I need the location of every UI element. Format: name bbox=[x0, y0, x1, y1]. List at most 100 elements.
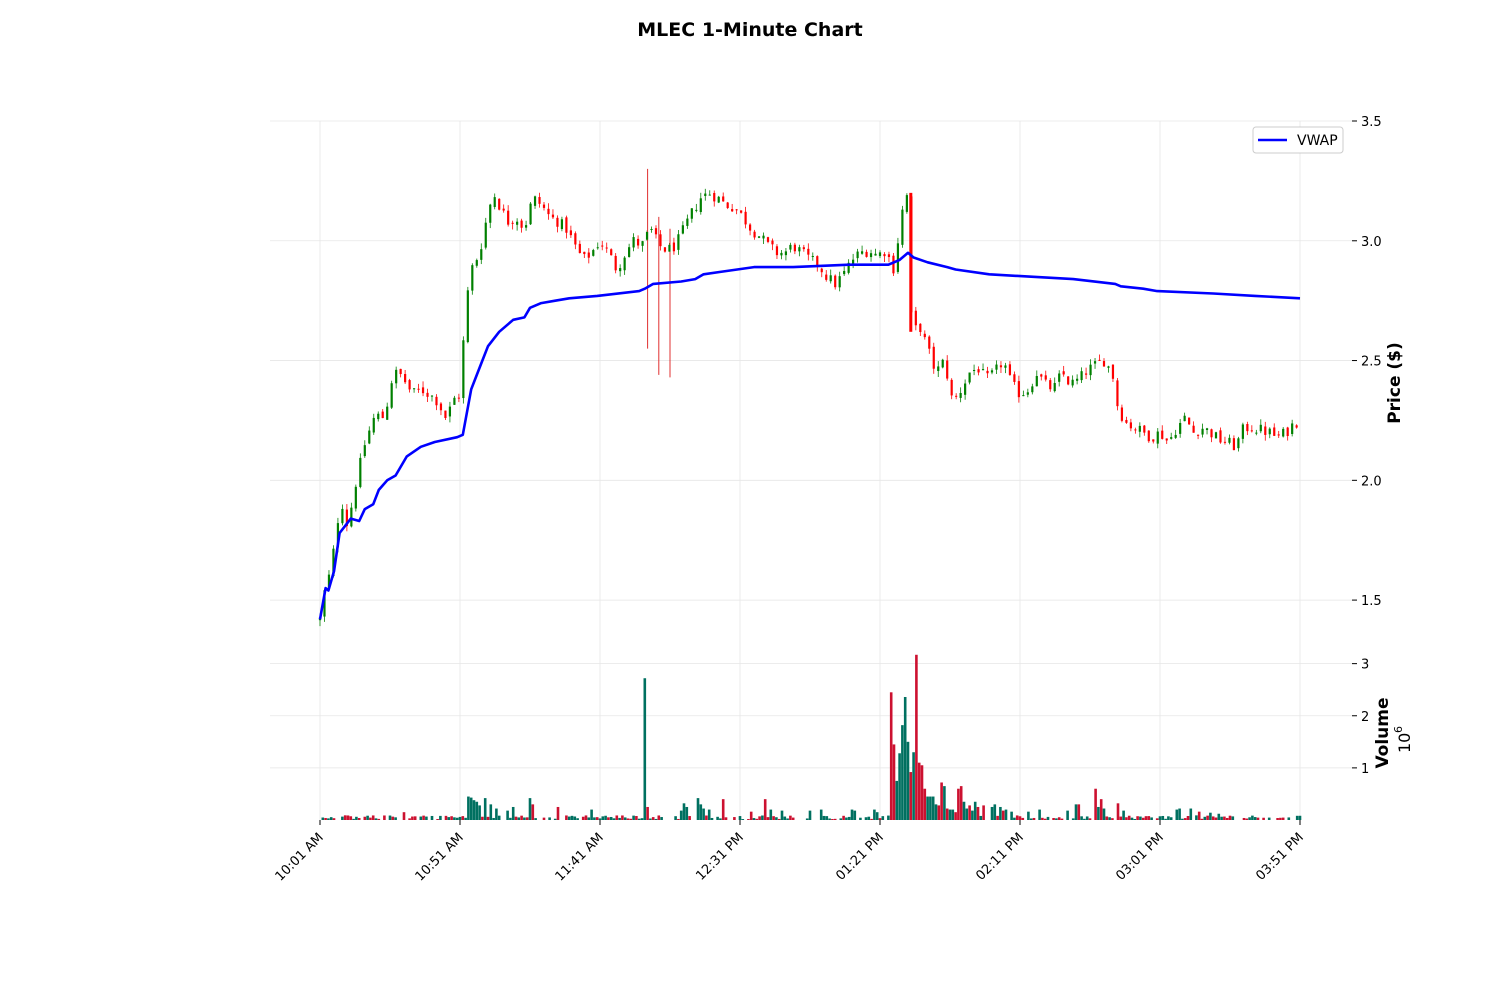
price-candle bbox=[439, 403, 443, 411]
volume-bar bbox=[587, 817, 591, 820]
price-candle bbox=[972, 369, 976, 371]
price-candle bbox=[435, 396, 438, 406]
volume-bar bbox=[867, 816, 871, 820]
volume-bar bbox=[819, 809, 823, 820]
volume-bar bbox=[1057, 817, 1061, 820]
price-candle bbox=[784, 251, 788, 256]
price-candle bbox=[695, 209, 698, 211]
price-candle bbox=[1026, 392, 1029, 395]
price-candle bbox=[516, 221, 519, 225]
price-candle bbox=[462, 340, 465, 399]
volume-bar bbox=[651, 817, 655, 820]
volume-bar bbox=[752, 818, 756, 820]
price-candle bbox=[802, 247, 805, 250]
price-candle bbox=[354, 486, 357, 509]
volume-bar bbox=[1108, 817, 1111, 820]
price-tick-label: 1.5 bbox=[1361, 594, 1382, 609]
legend-box bbox=[1252, 126, 1344, 154]
volume-bar bbox=[419, 816, 423, 820]
volume-bar bbox=[520, 815, 523, 820]
price-candle bbox=[722, 196, 725, 202]
price-candle bbox=[542, 204, 546, 208]
volume-bar bbox=[990, 806, 994, 820]
price-candle bbox=[964, 383, 967, 395]
price-tick-label: 3.5 bbox=[1361, 115, 1382, 130]
volume-bar bbox=[467, 796, 470, 820]
price-drop-candle bbox=[909, 192, 913, 332]
price-candle bbox=[417, 388, 420, 390]
volume-bar bbox=[363, 816, 367, 820]
price-candle bbox=[914, 310, 917, 326]
price-candle bbox=[1049, 380, 1052, 390]
volume-bar bbox=[486, 816, 490, 820]
price-candle bbox=[489, 204, 492, 223]
price-candle bbox=[1022, 395, 1025, 397]
price-candle bbox=[659, 234, 662, 247]
price-candle bbox=[937, 366, 940, 372]
price-candle bbox=[1125, 419, 1128, 423]
price-candle bbox=[740, 210, 743, 213]
volume-bar bbox=[1164, 818, 1167, 820]
volume-bar bbox=[570, 815, 574, 820]
price-candle bbox=[883, 254, 886, 257]
volume-bar bbox=[425, 816, 428, 820]
volume-bar bbox=[747, 819, 750, 820]
price-candle bbox=[959, 392, 962, 398]
volume-bar bbox=[996, 815, 999, 820]
volume-bar bbox=[492, 817, 495, 820]
volume-bar bbox=[548, 817, 551, 820]
price-candle bbox=[457, 397, 460, 399]
price-candle bbox=[1210, 429, 1213, 438]
volume-bar bbox=[749, 811, 753, 820]
price-candle bbox=[686, 218, 689, 226]
volume-bar bbox=[422, 815, 425, 820]
volume-bar bbox=[842, 815, 845, 820]
price-candle bbox=[1111, 364, 1115, 379]
price-wicks bbox=[319, 168, 1298, 627]
volume-bar bbox=[755, 818, 759, 820]
price-candle bbox=[771, 240, 774, 245]
volume-bar bbox=[343, 815, 347, 820]
volume-bar bbox=[822, 815, 826, 820]
volume-bar bbox=[1066, 810, 1069, 820]
price-candle bbox=[628, 247, 631, 257]
volume-bar bbox=[677, 818, 680, 820]
volume-bar bbox=[1276, 818, 1279, 820]
price-candle bbox=[1067, 376, 1070, 385]
volume-bar bbox=[1085, 816, 1089, 820]
volume-bar bbox=[604, 815, 607, 820]
volume-bar bbox=[769, 809, 773, 820]
price-candle bbox=[421, 387, 425, 394]
volume-bar bbox=[965, 808, 969, 820]
volume-bar bbox=[1225, 817, 1229, 820]
price-candle bbox=[498, 198, 501, 210]
price-candle bbox=[1161, 430, 1164, 439]
price-candle bbox=[981, 369, 985, 371]
volume-bar bbox=[355, 816, 358, 820]
price-candle bbox=[641, 241, 644, 246]
volume-bar bbox=[408, 818, 411, 820]
volume-bar bbox=[1001, 810, 1005, 820]
price-candle bbox=[838, 276, 841, 288]
volume-bar bbox=[1223, 816, 1226, 820]
volume-bar bbox=[1211, 816, 1215, 820]
price-candle bbox=[748, 224, 752, 231]
price-candle bbox=[713, 192, 716, 202]
volume-bar bbox=[699, 804, 703, 820]
volume-multiplier-base: 10 bbox=[1395, 733, 1414, 753]
volume-bar bbox=[682, 803, 686, 820]
price-candle bbox=[726, 202, 729, 208]
price-candle bbox=[1152, 439, 1155, 442]
price-candle bbox=[404, 373, 407, 383]
volume-bar bbox=[374, 818, 378, 820]
volume-bar bbox=[329, 817, 333, 820]
price-tick-label: 2.0 bbox=[1361, 474, 1382, 489]
volume-bar bbox=[962, 801, 966, 820]
volume-bar bbox=[887, 815, 890, 820]
volume-bar bbox=[825, 816, 829, 820]
volume-bar bbox=[506, 810, 509, 820]
volume-bar bbox=[870, 818, 873, 820]
price-candle bbox=[524, 225, 528, 228]
price-candle bbox=[1143, 425, 1146, 433]
volume-bar bbox=[632, 815, 635, 820]
